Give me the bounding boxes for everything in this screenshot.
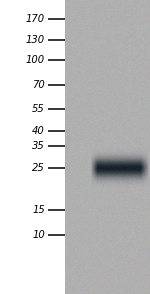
Text: 130: 130 bbox=[26, 35, 45, 45]
Text: 25: 25 bbox=[32, 163, 45, 173]
Text: 35: 35 bbox=[32, 141, 45, 151]
Text: 170: 170 bbox=[26, 14, 45, 24]
Text: 70: 70 bbox=[32, 80, 45, 90]
Text: 100: 100 bbox=[26, 55, 45, 65]
Text: 10: 10 bbox=[32, 230, 45, 240]
Text: 40: 40 bbox=[32, 126, 45, 136]
Text: 15: 15 bbox=[32, 205, 45, 215]
Text: 55: 55 bbox=[32, 104, 45, 114]
